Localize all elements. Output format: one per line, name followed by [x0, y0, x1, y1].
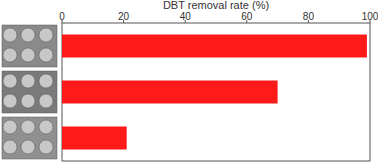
sem-particle [3, 120, 17, 134]
sem-particle [39, 28, 53, 42]
tick-label: 40 [180, 11, 192, 22]
sem-particle [39, 94, 53, 108]
bar [62, 127, 127, 150]
plot-frame [62, 23, 370, 161]
axis-title: DBT removal rate (%) [163, 0, 269, 11]
tick-label: 20 [118, 11, 130, 22]
sem-particle [39, 120, 53, 134]
sem-image-bg [2, 71, 57, 113]
sem-image [2, 71, 57, 113]
sem-particle [21, 120, 35, 134]
sem-image [2, 117, 57, 159]
sem-particle [21, 140, 35, 154]
sem-image-bg [2, 25, 57, 67]
sem-particle [3, 74, 17, 88]
sem-particle [21, 48, 35, 62]
sem-image [2, 25, 57, 67]
tick-label: 60 [241, 11, 253, 22]
chart: DBT removal rate (%) 0 20 40 60 80 100 [0, 0, 378, 164]
tick-label: 100 [362, 11, 378, 22]
sem-particle [3, 28, 17, 42]
sem-particle [3, 48, 17, 62]
sem-particle [39, 140, 53, 154]
bar [62, 81, 278, 104]
sem-particle [21, 28, 35, 42]
sem-particle [3, 94, 17, 108]
sem-particle [39, 74, 53, 88]
bar [62, 35, 367, 58]
sem-particle [21, 94, 35, 108]
bars [62, 35, 367, 150]
tick-label: 0 [59, 11, 65, 22]
sem-particle [21, 74, 35, 88]
sem-particle [39, 48, 53, 62]
sem-particle [3, 140, 17, 154]
tick-label: 80 [303, 11, 315, 22]
sem-image-bg [2, 117, 57, 159]
